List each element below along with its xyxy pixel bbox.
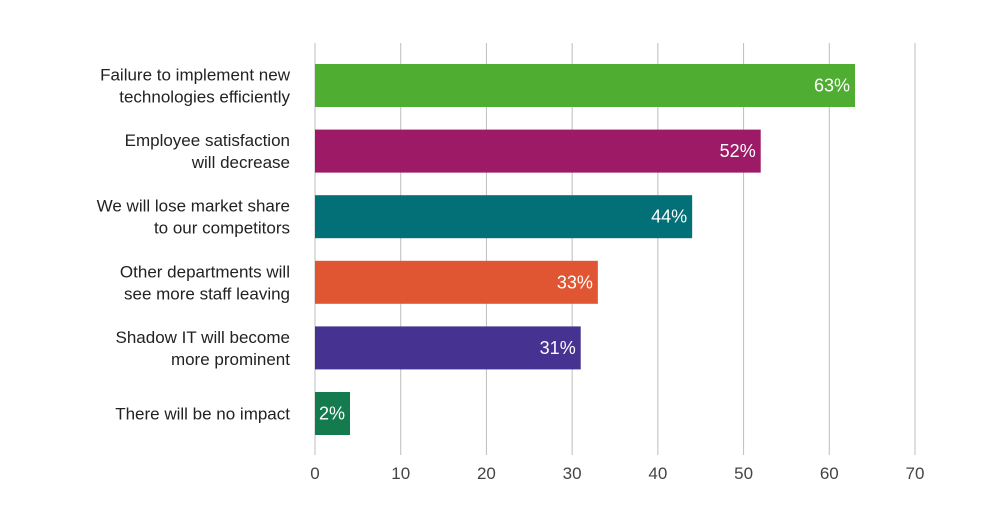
bar [315, 326, 581, 370]
category-label: will decrease [191, 153, 290, 172]
x-tick-label: 20 [477, 464, 496, 483]
x-tick-label: 60 [820, 464, 839, 483]
category-label: more prominent [171, 350, 290, 369]
bar-data-label: 52% [720, 141, 756, 161]
x-tick-label: 0 [310, 464, 319, 483]
x-tick-label: 50 [734, 464, 753, 483]
category-label: see more staff leaving [124, 284, 290, 303]
category-label: Failure to implement new [100, 66, 291, 85]
bar-data-label: 33% [557, 272, 593, 292]
x-tick-label: 10 [391, 464, 410, 483]
x-tick-label: 70 [906, 464, 925, 483]
category-label: Employee satisfaction [125, 131, 290, 150]
category-label: There will be no impact [115, 405, 290, 424]
bars: 63% 52% 44% 33% 31% 2% [315, 64, 855, 435]
bar [315, 392, 350, 435]
gridlines [314, 43, 916, 455]
category-label: Other departments will [120, 262, 290, 281]
category-labels: Failure to implement new technologies eff… [97, 66, 291, 424]
x-axis-ticks: 0 10 20 30 40 50 60 70 [310, 464, 924, 483]
bar-data-label: 44% [651, 207, 687, 227]
category-label: Shadow IT will become [116, 328, 291, 347]
bar [315, 64, 855, 107]
category-label: We will lose market share [97, 197, 290, 216]
bar-data-label: 31% [540, 338, 576, 358]
x-tick-label: 40 [648, 464, 667, 483]
bar [315, 260, 598, 304]
bar [315, 195, 693, 239]
category-label: technologies efficiently [119, 88, 290, 107]
bar-data-label: 63% [814, 76, 850, 96]
bar [315, 129, 761, 173]
category-label: to our competitors [154, 219, 290, 238]
x-tick-label: 30 [563, 464, 582, 483]
bar-data-label: 2% [319, 404, 345, 424]
